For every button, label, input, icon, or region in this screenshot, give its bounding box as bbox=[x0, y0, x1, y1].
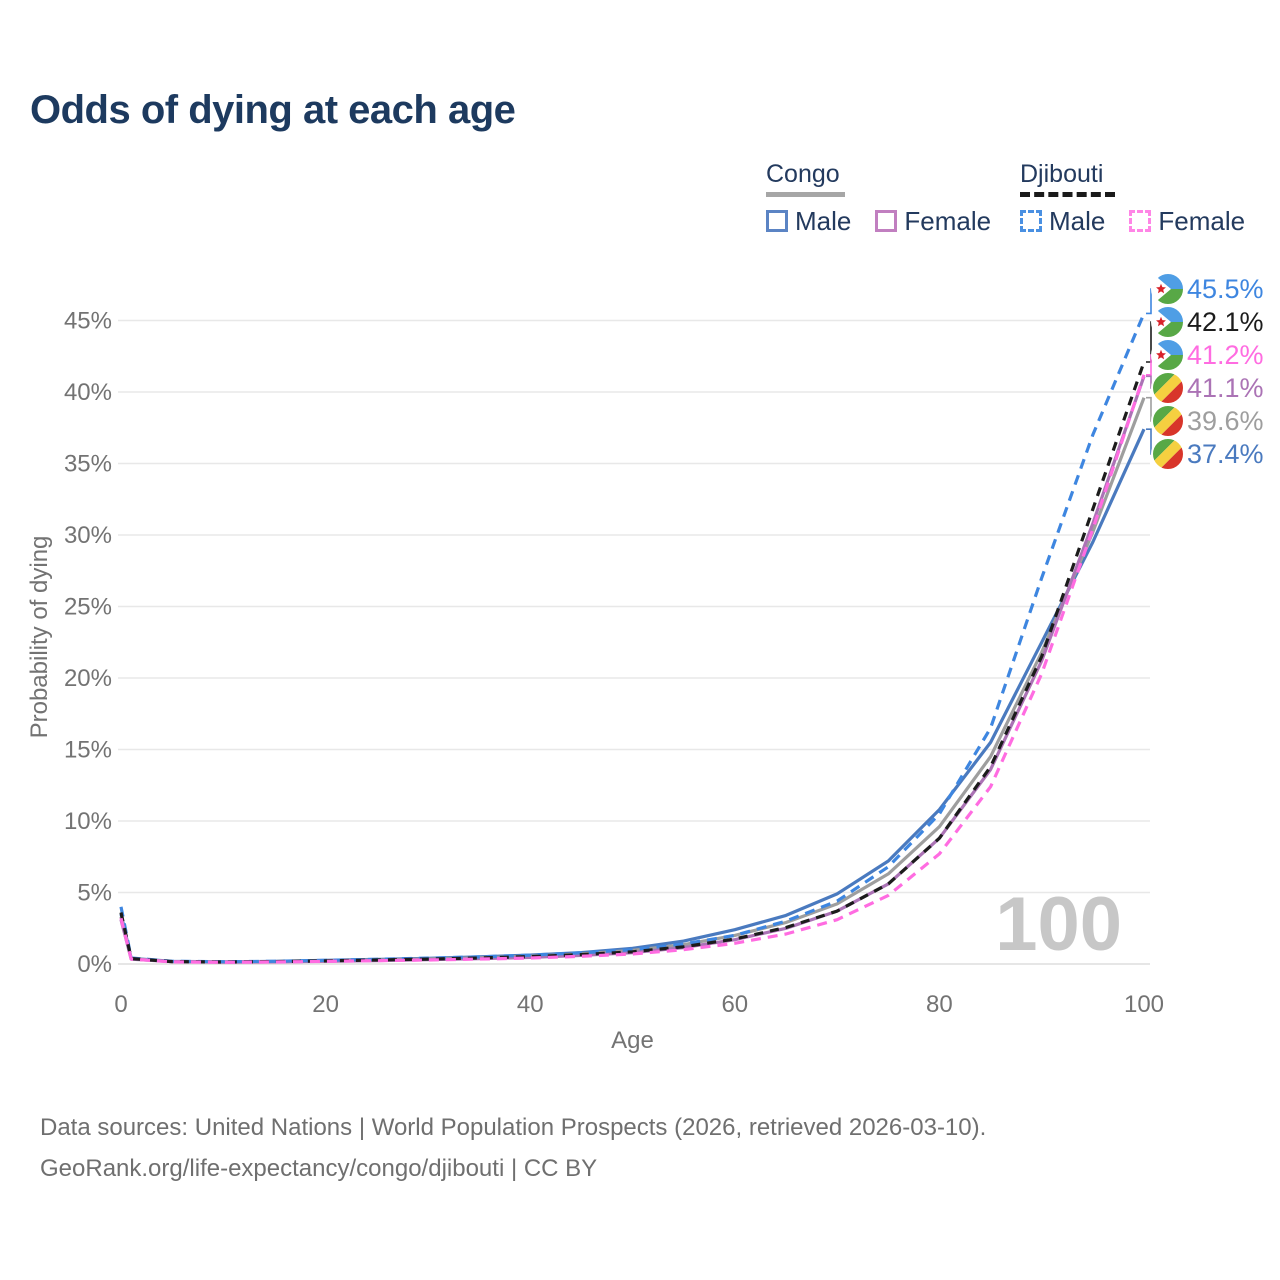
attribution-line: GeoRank.org/life-expectancy/congo/djibou… bbox=[40, 1154, 598, 1182]
x-tick-label: 40 bbox=[517, 991, 544, 1018]
legend-label: Female bbox=[1158, 205, 1246, 236]
data-sources-line: Data sources: United Nations | World Pop… bbox=[40, 1114, 987, 1141]
footer: Data sources: United Nations | World Pop… bbox=[40, 1108, 986, 1190]
djibouti-flag-icon bbox=[1151, 272, 1185, 306]
x-tick-label: 0 bbox=[114, 991, 127, 1018]
end-value-label-congo-male[interactable]: 37.4% bbox=[1187, 439, 1264, 469]
legend-label: Male bbox=[795, 205, 852, 236]
legend-congo-items: Male Female bbox=[766, 206, 1015, 237]
series-line-congo-male[interactable] bbox=[119, 428, 1146, 964]
legend-group-djibouti: Djibouti Male Female bbox=[1020, 160, 1269, 237]
y-tick-label: 0% bbox=[77, 951, 112, 978]
end-value-label-congo-total[interactable]: 39.6% bbox=[1187, 406, 1264, 436]
y-tick-label: 40% bbox=[64, 379, 112, 406]
x-tick-label: 80 bbox=[926, 991, 953, 1018]
y-tick-label: 15% bbox=[64, 737, 112, 764]
y-tick-label: 35% bbox=[64, 451, 112, 478]
legend-item-congo-female[interactable]: Female bbox=[875, 206, 991, 237]
x-axis-title: Age bbox=[611, 1027, 654, 1054]
end-value-label-djibouti-male[interactable]: 45.5% bbox=[1187, 274, 1264, 304]
legend-congo-title: Congo bbox=[766, 160, 840, 188]
legend-item-djibouti-male[interactable]: Male bbox=[1020, 206, 1105, 237]
legend-label: Male bbox=[1049, 205, 1106, 236]
congo-flag-icon bbox=[1151, 437, 1185, 471]
djibouti-flag-icon bbox=[1151, 305, 1185, 339]
end-value-label-djibouti-female[interactable]: 41.2% bbox=[1187, 340, 1264, 370]
legend-djibouti-underline bbox=[1020, 191, 1115, 197]
congo-female-swatch-icon bbox=[875, 210, 898, 232]
end-value-label-djibouti-total[interactable]: 42.1% bbox=[1187, 307, 1264, 337]
y-tick-label: 30% bbox=[64, 522, 112, 549]
legend-congo-underline bbox=[766, 191, 845, 197]
legend-djibouti-title: Djibouti bbox=[1020, 160, 1104, 188]
legend-item-djibouti-female[interactable]: Female bbox=[1129, 206, 1245, 237]
legend-item-congo-male[interactable]: Male bbox=[766, 206, 851, 237]
legend-label: Female bbox=[904, 205, 992, 236]
congo-male-swatch-icon bbox=[766, 210, 788, 232]
x-tick-label: 20 bbox=[312, 991, 339, 1018]
y-tick-label: 10% bbox=[64, 808, 112, 835]
x-tick-label: 100 bbox=[1124, 991, 1164, 1018]
legend-djibouti-items: Male Female bbox=[1020, 206, 1269, 237]
end-value-label-congo-female[interactable]: 41.1% bbox=[1187, 373, 1264, 403]
series-line-djibouti-total[interactable] bbox=[119, 361, 1146, 964]
series-line-djibouti-male[interactable] bbox=[119, 312, 1146, 964]
series-line-djibouti-female[interactable] bbox=[119, 374, 1146, 964]
y-tick-label: 25% bbox=[64, 594, 112, 621]
age-cursor-watermark: 100 bbox=[995, 882, 1122, 967]
legend-group-congo: Congo Male Female bbox=[766, 160, 1015, 237]
y-tick-label: 5% bbox=[77, 880, 112, 907]
y-tick-label: 45% bbox=[64, 308, 112, 335]
djibouti-flag-icon bbox=[1151, 338, 1185, 372]
y-tick-label: 20% bbox=[64, 665, 112, 692]
x-tick-label: 60 bbox=[721, 991, 748, 1018]
djibouti-female-swatch-icon bbox=[1129, 210, 1152, 232]
series-line-congo-total[interactable] bbox=[119, 397, 1146, 964]
y-axis-title: Probability of dying bbox=[26, 536, 53, 739]
page-title: Odds of dying at each age bbox=[30, 88, 516, 132]
djibouti-male-swatch-icon bbox=[1020, 210, 1042, 232]
